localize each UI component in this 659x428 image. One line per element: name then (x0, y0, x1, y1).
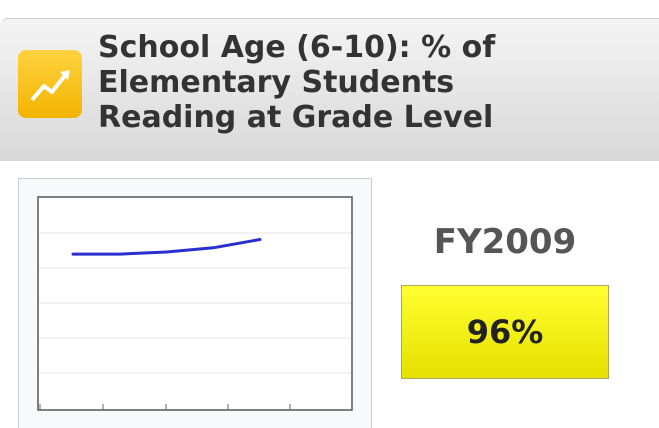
trend-line (71, 238, 262, 256)
title: School Age (6-10): % of Elementary Stude… (98, 30, 495, 135)
title-line: Elementary Students (98, 65, 455, 100)
chart-icon (18, 50, 82, 118)
title-line: School Age (6-10): % of (98, 30, 496, 65)
header (0, 18, 659, 161)
value-box[interactable]: 96% (401, 285, 609, 379)
sparkline (37, 196, 353, 411)
icon-glyph (30, 70, 70, 102)
period-label: FY2009 (433, 222, 577, 262)
title-line: Reading at Grade Level (98, 100, 494, 135)
